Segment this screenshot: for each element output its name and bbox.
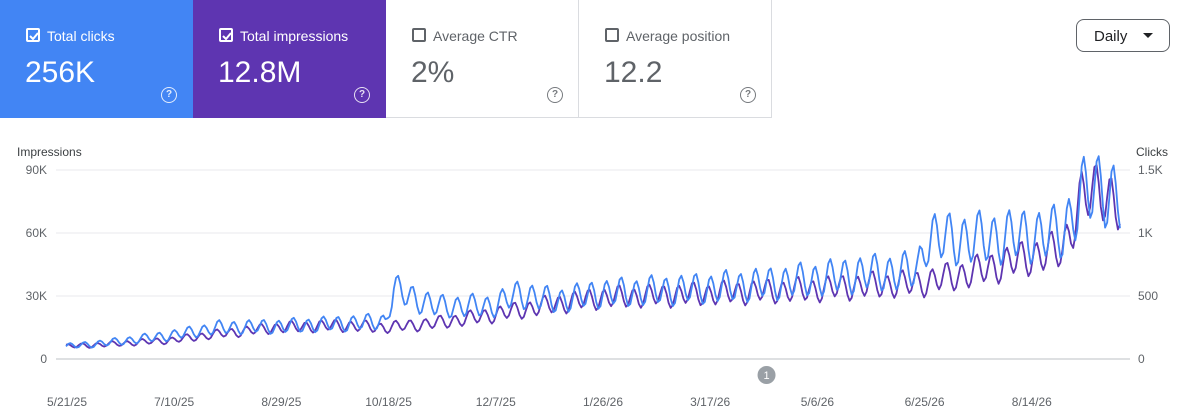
metric-value: 12.8M bbox=[218, 56, 302, 89]
checkbox-unchecked-icon[interactable] bbox=[605, 28, 619, 42]
checkbox-unchecked-icon[interactable] bbox=[412, 28, 426, 42]
metric-card-average-ctr[interactable]: Average CTR 2%? bbox=[386, 0, 579, 118]
metric-label: Total impressions bbox=[240, 28, 349, 44]
y-right-tick-label: 1.5K bbox=[1138, 163, 1163, 177]
x-tick-label: 7/10/25 bbox=[154, 395, 194, 409]
x-tick-label: 3/17/26 bbox=[690, 395, 730, 409]
x-tick-label: 8/29/25 bbox=[261, 395, 301, 409]
y-left-tick-label: 30K bbox=[26, 289, 47, 303]
help-icon[interactable]: ? bbox=[740, 87, 756, 103]
y-left-tick-label: 60K bbox=[26, 226, 47, 240]
help-icon[interactable]: ? bbox=[161, 87, 177, 103]
help-icon[interactable]: ? bbox=[547, 87, 563, 103]
period-dropdown-label: Daily bbox=[1094, 28, 1128, 45]
x-tick-label: 5/6/26 bbox=[801, 395, 835, 409]
metric-value: 12.2 bbox=[604, 56, 663, 89]
right-axis-title: Clicks bbox=[1136, 145, 1168, 159]
annotation-marker-label: 1 bbox=[763, 370, 769, 382]
metric-card-total-impressions[interactable]: Total impressions 12.8M? bbox=[193, 0, 386, 118]
metric-value: 2% bbox=[411, 56, 455, 89]
caret-down-icon bbox=[1143, 33, 1153, 38]
metric-label: Average CTR bbox=[433, 28, 518, 44]
metric-card-total-clicks[interactable]: Total clicks 256K? bbox=[0, 0, 193, 118]
metric-label: Total clicks bbox=[47, 28, 115, 44]
metric-card-average-position[interactable]: Average position 12.2? bbox=[579, 0, 772, 118]
x-tick-label: 1/26/26 bbox=[583, 395, 623, 409]
metric-label: Average position bbox=[626, 28, 731, 44]
x-tick-label: 12/7/25 bbox=[476, 395, 516, 409]
annotation-marker[interactable] bbox=[757, 366, 776, 384]
checkbox-checked-icon[interactable] bbox=[219, 28, 233, 42]
x-tick-label: 5/21/25 bbox=[47, 395, 87, 409]
metric-cards: Total clicks 256K? Total impressions 12.8M?… bbox=[0, 0, 772, 118]
series-line-impressions bbox=[65, 164, 1121, 349]
help-icon[interactable]: ? bbox=[354, 87, 370, 103]
checkbox-checked-icon[interactable] bbox=[26, 28, 40, 42]
left-axis-title: Impressions bbox=[17, 145, 82, 159]
y-right-tick-label: 1K bbox=[1138, 226, 1153, 240]
x-tick-label: 6/25/26 bbox=[905, 395, 945, 409]
y-right-tick-label: 500 bbox=[1138, 289, 1158, 303]
metric-value: 256K bbox=[25, 56, 96, 89]
period-dropdown[interactable]: Daily bbox=[1076, 19, 1170, 52]
y-left-tick-label: 0 bbox=[40, 352, 47, 366]
y-right-tick-label: 0 bbox=[1138, 352, 1145, 366]
performance-chart: 90K 1.5K 60K 1K 30K 500 0 0 5/21/25 7/10/25 8/29/2… bbox=[26, 155, 1163, 409]
y-left-tick-label: 90K bbox=[26, 163, 47, 177]
series-line-clicks bbox=[65, 155, 1121, 349]
x-tick-label: 10/18/25 bbox=[365, 395, 412, 409]
x-tick-label: 8/14/26 bbox=[1012, 395, 1052, 409]
